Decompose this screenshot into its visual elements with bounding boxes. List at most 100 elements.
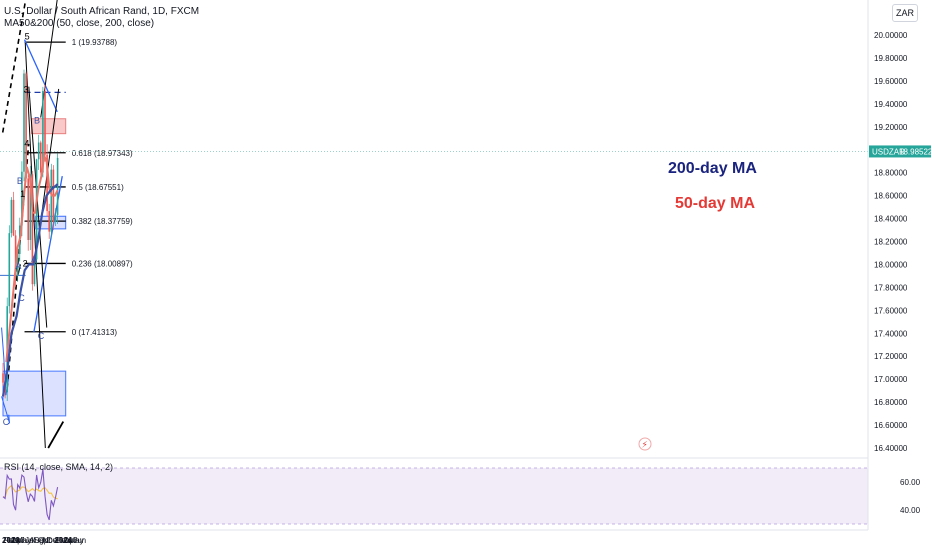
- candle-body: [27, 178, 29, 240]
- ma200-annotation: 200-day MA: [668, 160, 757, 177]
- rsi-band: [0, 468, 868, 524]
- candle-body: [21, 171, 23, 226]
- y-tick-label: 18.60000: [874, 192, 908, 201]
- candle-body: [33, 259, 36, 285]
- lower-support-zone: [2, 370, 67, 417]
- candle-body: [31, 174, 34, 285]
- wave-label: B: [34, 115, 40, 125]
- y-tick-label: 16.80000: [874, 398, 908, 407]
- wave-label: 1: [20, 189, 25, 199]
- y-tick-label: 17.80000: [874, 283, 908, 292]
- wave-label: A: [15, 261, 21, 271]
- rsi-indicator-label: RSI (14, close, SMA, 14, 2): [4, 462, 114, 472]
- last-price-tag: [869, 145, 931, 158]
- y-tick-label: 19.60000: [874, 77, 908, 86]
- x-tick-label: Jul: [25, 536, 35, 545]
- ma50-annotation: 50-day MA: [675, 195, 755, 212]
- wave-label: 2: [23, 259, 28, 269]
- lightning-icon: ⚡: [642, 440, 648, 450]
- y-tick-label: 16.60000: [874, 421, 908, 430]
- x-tick-label: Feb: [56, 536, 70, 545]
- y-tick-label: 20.00000: [874, 31, 908, 40]
- rsi-tick-label: 60.00: [900, 478, 921, 487]
- y-tick-label: 17.00000: [874, 375, 908, 384]
- x-tick-label: 2024: [54, 536, 72, 545]
- candle-body: [35, 159, 38, 260]
- candle-body: [56, 157, 59, 215]
- candle-body: [44, 91, 46, 155]
- x-tick-label: May: [16, 536, 31, 545]
- last-price-label: 18.98522: [899, 147, 932, 156]
- x-tick-label: Mar: [7, 536, 21, 545]
- x-tick-label: Mar: [60, 536, 74, 545]
- fib-level-label: 0.382 (18.37759): [72, 217, 133, 226]
- wave-label: C: [3, 417, 10, 427]
- candle-body: [46, 154, 48, 212]
- wave-label: 5: [25, 32, 30, 42]
- candle-body: [23, 73, 25, 172]
- lightning-icon-circle: [638, 437, 652, 451]
- rsi-tick-label: 40.00: [900, 506, 921, 515]
- wave-label: B: [17, 176, 23, 186]
- ma200-series-line: [1, 183, 59, 397]
- y-tick-label: 17.20000: [874, 352, 908, 361]
- fib-level-label: 0.5 (18.67551): [72, 183, 124, 192]
- y-tick-label: 18.40000: [874, 215, 908, 224]
- arrow-head: [8, 414, 10, 425]
- y-tick-label: 17.40000: [874, 329, 908, 338]
- y-tick-label: 19.20000: [874, 123, 908, 132]
- wave-label: 3: [24, 84, 29, 94]
- y-tick-label: 18.20000: [874, 238, 908, 247]
- wave-label: 4: [24, 138, 29, 148]
- x-tick-label: Nov: [43, 536, 57, 545]
- last-price-symbol: USDZAR: [872, 147, 905, 156]
- x-tick-label: 2023: [2, 536, 20, 545]
- y-tick-label: 16.40000: [874, 444, 908, 453]
- candle-body: [40, 142, 42, 173]
- candle-body: [16, 253, 19, 276]
- candle-body: [12, 199, 15, 236]
- y-tick-label: 18.00000: [874, 260, 908, 269]
- candle-body: [8, 233, 11, 307]
- rsi-series-line: [2, 469, 59, 521]
- currency-button[interactable]: ZAR: [892, 4, 918, 22]
- fib-level-label: 1 (19.93788): [72, 38, 118, 47]
- channel-line-4: [40, 88, 60, 217]
- candle-body: [25, 73, 27, 179]
- y-tick-label: 17.60000: [874, 306, 908, 315]
- candle-body: [14, 235, 17, 276]
- x-tick-label: Oct: [38, 536, 51, 545]
- candle-body: [54, 214, 57, 222]
- ma-indicator-label: MA50&200 (50, close, 200, close): [4, 18, 155, 29]
- channel-line-2: [24, 43, 46, 449]
- x-tick-label: Dec: [47, 536, 61, 545]
- wave-label: A: [31, 254, 37, 264]
- channel-line-1: [28, 86, 48, 328]
- candle-body: [2, 373, 4, 383]
- fib-level-label: 0.236 (18.00897): [72, 259, 133, 268]
- chart-title: U.S. Dollar / South African Rand, 1D, FX…: [4, 6, 200, 17]
- x-tick-label: Jun: [73, 536, 86, 545]
- x-tick-label: Apr: [64, 536, 77, 545]
- fib-level-label: 0.618 (18.97343): [72, 149, 133, 158]
- y-tick-label: 19.40000: [874, 100, 908, 109]
- x-tick-label: Apr: [12, 536, 25, 545]
- wave-label: C: [38, 331, 45, 341]
- arrow-line: [1, 396, 10, 423]
- forecast-line: [47, 421, 65, 449]
- candle-body: [10, 199, 13, 234]
- x-tick-label: May: [69, 536, 84, 545]
- x-tick-label: Aug: [29, 536, 43, 545]
- x-tick-label: Feb: [3, 536, 17, 545]
- fib-level-label: 0 (17.41313): [72, 328, 118, 337]
- wave-label: C: [18, 293, 25, 303]
- candle-body: [50, 169, 53, 232]
- x-tick-label: Sep: [34, 536, 49, 545]
- candle-body: [37, 142, 40, 160]
- candle-body: [29, 174, 32, 240]
- candle-body: [42, 91, 44, 173]
- descending-resistance-line: [23, 39, 58, 113]
- y-tick-label: 19.80000: [874, 54, 908, 63]
- upper-dashed-trendline: [1, 0, 27, 133]
